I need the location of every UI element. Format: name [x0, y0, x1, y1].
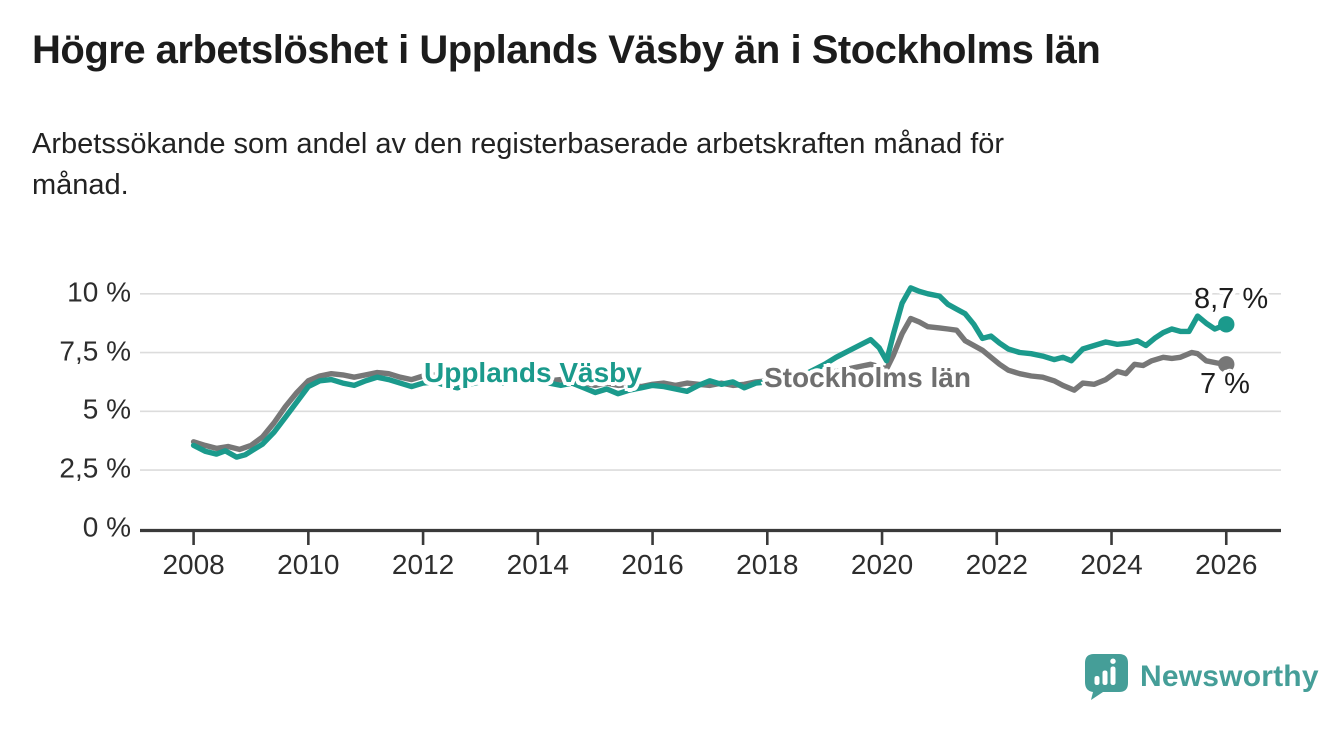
y-axis-tick-label: 0 %: [82, 511, 131, 543]
end-value-label-stockholms-lan: 7 %: [1200, 368, 1250, 400]
x-axis-tick-label: 2016: [621, 549, 684, 580]
series-end-dot: [1218, 316, 1235, 333]
brand-name: Newsworthy: [1140, 659, 1319, 693]
x-axis-tick-label: 2026: [1195, 549, 1258, 580]
series-end-dot: [1218, 356, 1235, 373]
y-axis-tick-label: 5 %: [82, 394, 131, 426]
x-axis-tick-label: 2018: [736, 549, 799, 580]
x-axis-tick-label: 2014: [506, 549, 569, 580]
series-line-upplands-v-sby: [190, 285, 1230, 460]
x-axis-tick-label: 2022: [965, 549, 1028, 580]
y-axis-tick-label: 7,5 %: [59, 335, 131, 367]
y-axis-tick-label: 2,5 %: [59, 452, 131, 484]
chart-subtitle: Arbetssökande som andel av den registerb…: [32, 124, 1252, 206]
series-label-upplands-vasby: Upplands Väsby: [424, 357, 642, 388]
x-axis-tick-label: 2020: [850, 549, 914, 580]
bar-chart-speech-bubble-icon: [1085, 654, 1128, 700]
x-axis-tick-label: 2010: [277, 549, 340, 580]
page-title: Högre arbetslöshet i Upplands Väsby än i…: [32, 28, 1101, 72]
newsworthy-logo: Newsworthy: [1084, 653, 1319, 700]
x-axis-tick-label: 2008: [162, 549, 225, 580]
series-label-stockholms-lan: Stockholms län: [764, 362, 971, 393]
subtitle-line-2: månad.: [32, 169, 129, 201]
subtitle-line-1: Arbetssökande som andel av den registerb…: [32, 128, 1005, 160]
end-value-label-upplands-vasby: 8,7 %: [1194, 283, 1269, 315]
x-axis-tick-label: 2024: [1080, 549, 1143, 580]
y-axis-tick-label: 10 %: [67, 276, 131, 308]
x-axis-tick-label: 2012: [391, 549, 455, 580]
